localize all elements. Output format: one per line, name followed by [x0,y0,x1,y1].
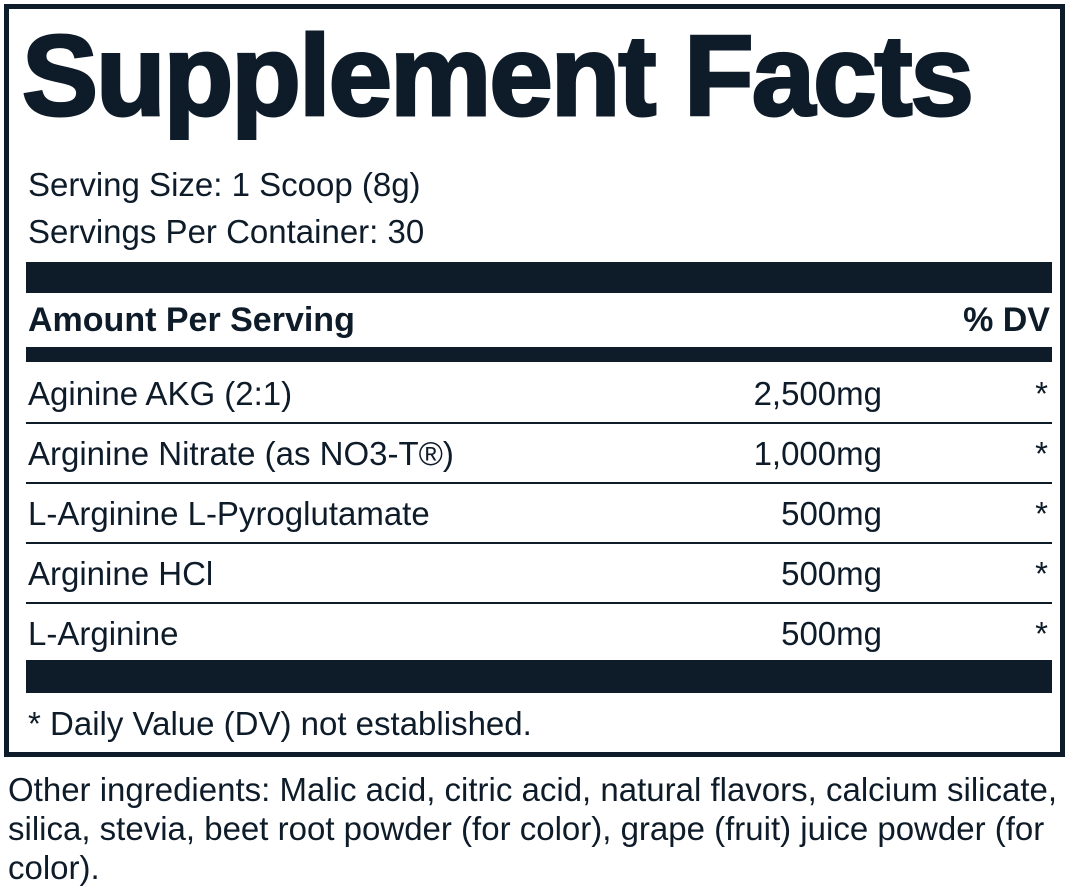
header-dv: % DV [963,301,1050,339]
ingredient-name: L-Arginine [28,615,179,652]
serving-size: Serving Size: 1 Scoop (8g) [28,166,421,203]
ingredient-row: Arginine HCl 500mg * [26,542,1052,604]
header-amount: Amount Per Serving [28,301,355,339]
ingredient-dv: * [1035,615,1048,652]
ingredient-row: Aginine AKG (2:1) 2,500mg * [26,362,1052,424]
ingredient-amount: 500mg [781,615,882,652]
other-ingredients: Other ingredients: Malic acid, citric ac… [8,771,1058,886]
footnote: * Daily Value (DV) not established. [28,705,532,742]
ingredient-amount: 2,500mg [753,375,882,412]
title: Supplement Facts [21,12,976,142]
ingredient-dv: * [1035,435,1048,472]
label-box [4,4,1065,757]
ingredient-amount: 500mg [781,495,882,532]
thick-bar [26,660,1052,693]
ingredient-row: L-Arginine L-Pyroglutamate 500mg * [26,482,1052,544]
medium-bar [26,347,1052,362]
servings-per-container: Servings Per Container: 30 [28,213,425,250]
ingredient-row: Arginine Nitrate (as NO3-T®) 1,000mg * [26,422,1052,484]
ingredient-amount: 500mg [781,555,882,592]
ingredient-name: Aginine AKG (2:1) [28,375,293,412]
ingredient-dv: * [1035,555,1048,592]
ingredient-name: L-Arginine L-Pyroglutamate [28,495,430,532]
ingredient-dv: * [1035,495,1048,532]
thick-bar [26,262,1052,293]
ingredient-name: Arginine HCl [28,555,214,592]
ingredient-name: Arginine Nitrate (as NO3-T®) [28,435,454,472]
ingredient-amount: 1,000mg [753,435,882,472]
ingredient-dv: * [1035,375,1048,412]
ingredient-row: L-Arginine 500mg * [26,602,1052,662]
